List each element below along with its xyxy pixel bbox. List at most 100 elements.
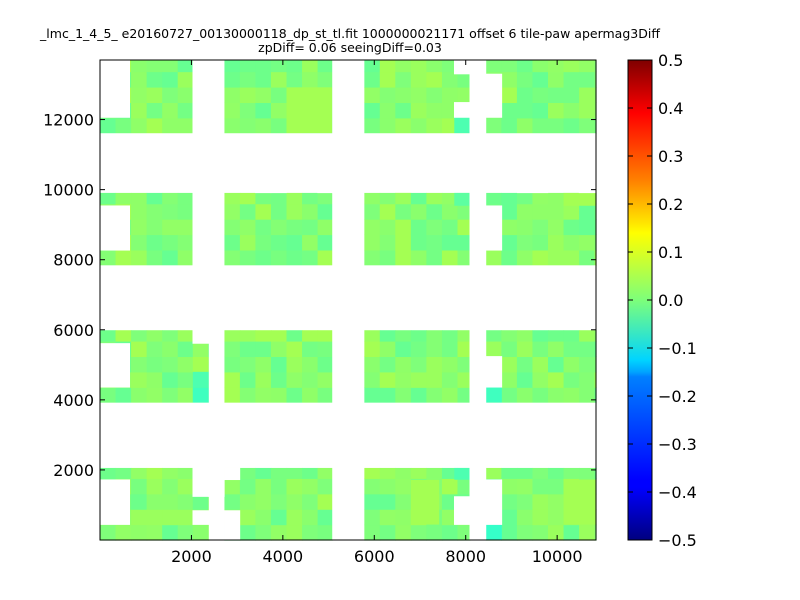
heatmap-cell (410, 467, 427, 479)
y-tick-label: 8000 (53, 251, 94, 270)
heatmap-cell (255, 524, 272, 541)
heatmap-cell (548, 234, 565, 251)
heatmap-cell (100, 524, 117, 541)
heatmap-cell (177, 387, 194, 404)
heatmap-cell (364, 117, 381, 134)
heatmap-cell (364, 524, 381, 541)
heatmap-cell (239, 234, 257, 251)
heatmap-cell (162, 509, 179, 526)
heatmap-cell (115, 330, 132, 342)
heatmap-cell (115, 192, 132, 205)
heatmap-cell (255, 371, 272, 388)
heatmap-cell (364, 86, 381, 103)
heatmap-cell (441, 71, 459, 88)
heatmap-cell (532, 60, 549, 73)
heatmap-cell (501, 203, 518, 220)
heatmap-cell (131, 192, 148, 205)
heatmap-cell (255, 330, 272, 342)
heatmap-cell (255, 340, 272, 358)
heatmap-cell (441, 371, 459, 388)
heatmap-cell (177, 356, 194, 373)
heatmap-cell (426, 371, 443, 388)
heatmap-cell (548, 203, 565, 220)
heatmap-cell (317, 234, 333, 251)
empty-region (485, 479, 503, 525)
heatmap-cell (162, 102, 179, 119)
heatmap-cell (532, 330, 549, 342)
heatmap-cell (579, 356, 596, 373)
heatmap-cell (131, 371, 148, 388)
heatmap-cell (224, 493, 241, 510)
heatmap-cell (532, 117, 549, 134)
heatmap-cell (317, 203, 333, 220)
heatmap-cell (177, 219, 194, 236)
heatmap-cell (563, 479, 596, 525)
heatmap-cell (317, 493, 333, 510)
heatmap-cell (410, 192, 427, 205)
heatmap-cell (131, 524, 148, 541)
heatmap-cell (563, 387, 580, 404)
heatmap-cell (516, 86, 534, 103)
heatmap-cell (131, 86, 148, 103)
heatmap-cell (255, 86, 272, 103)
heatmap-cell (516, 249, 534, 266)
heatmap-cell (410, 524, 427, 541)
heatmap-cell (395, 524, 412, 541)
heatmap-cell (286, 467, 303, 479)
heatmap-cell (457, 203, 471, 220)
heatmap-cell (146, 219, 163, 236)
heatmap-cell (270, 478, 288, 495)
heatmap-cell (286, 371, 303, 388)
heatmap-cell (501, 60, 518, 73)
heatmap-cell (410, 387, 427, 404)
chart-title-line-1: _lmc_1_4_5_ e20160727_00130000118_dp_st_… (39, 26, 660, 41)
heatmap-cell (177, 493, 194, 510)
heatmap-cell (516, 203, 534, 220)
heatmap-cell (177, 60, 194, 73)
heatmap-cell (364, 509, 381, 526)
colorbar-tick-label: 0.4 (658, 99, 683, 118)
heatmap-cell (177, 86, 194, 103)
heatmap-cell (410, 219, 427, 236)
heatmap-cell (579, 387, 596, 404)
heatmap-cell (410, 249, 427, 266)
heatmap-cell (224, 71, 241, 88)
y-tick-label: 2000 (53, 461, 94, 480)
heatmap-cell (579, 249, 596, 266)
heatmap-cell (454, 467, 470, 480)
heatmap-cell (286, 203, 303, 220)
heatmap-cell (441, 86, 459, 103)
heatmap-cell (410, 356, 427, 373)
heatmap-cell (485, 60, 502, 73)
heatmap-cell (426, 117, 443, 134)
heatmap-cell (286, 87, 333, 134)
empty-region (453, 102, 471, 118)
heatmap-cell (162, 117, 179, 134)
heatmap-cell (162, 330, 179, 342)
empty-region (453, 59, 471, 75)
empty-region (99, 479, 131, 525)
heatmap-cell (532, 493, 549, 510)
heatmap-cell (115, 249, 132, 266)
heatmap-cell (532, 371, 549, 388)
heatmap-cell (255, 219, 272, 236)
heatmap-cell (485, 467, 502, 479)
heatmap-cell (426, 219, 443, 236)
x-tick-label: 2000 (171, 547, 212, 566)
heatmap-cell (192, 340, 209, 358)
heatmap-cell (395, 493, 412, 510)
x-tick-label: 8000 (445, 547, 486, 566)
heatmap-cell (395, 117, 412, 134)
heatmap-cell (563, 219, 580, 236)
heatmap-cell (441, 387, 459, 404)
heatmap-cell (485, 249, 502, 266)
heatmap-cell (532, 467, 549, 479)
heatmap-cell (162, 203, 179, 220)
heatmap-cell (131, 60, 148, 73)
heatmap-cell (516, 371, 534, 388)
heatmap-cell (146, 356, 163, 373)
heatmap-cell (239, 493, 257, 510)
heatmap-cell (457, 249, 471, 266)
heatmap-cell (426, 71, 443, 88)
heatmap-cell (563, 340, 580, 358)
